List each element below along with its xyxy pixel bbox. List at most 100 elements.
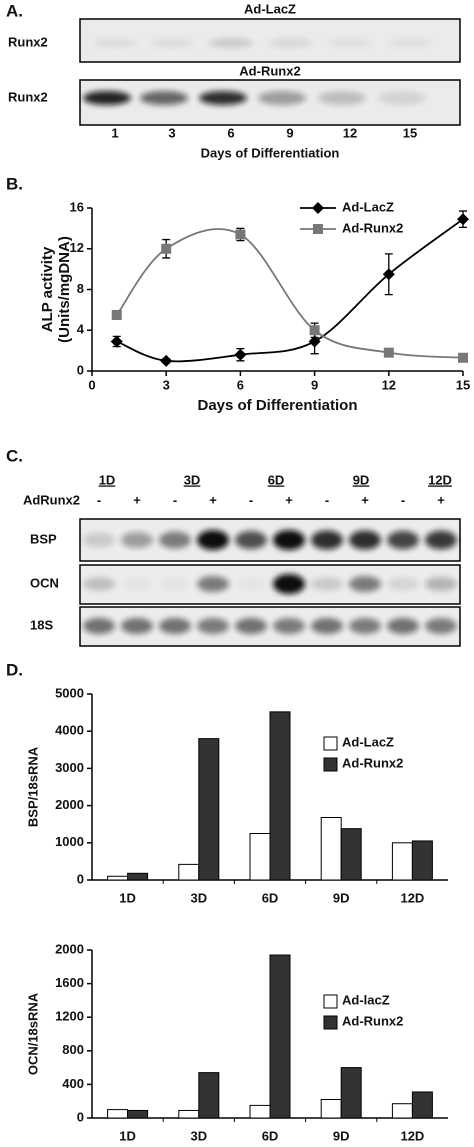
day-label: 1D bbox=[99, 472, 116, 487]
y-axis-title: ALP activity bbox=[39, 246, 56, 332]
marker bbox=[161, 243, 172, 254]
y-axis-title: OCN/18sRNA bbox=[25, 992, 40, 1075]
blot-band bbox=[378, 91, 426, 105]
legend-label: Ad-LacZ bbox=[342, 199, 394, 214]
bar bbox=[340, 828, 362, 881]
blot-band bbox=[425, 618, 457, 634]
blot-band bbox=[273, 574, 305, 594]
x-axis-title: Days of Differentiation bbox=[197, 397, 357, 414]
legend-label: Ad-Runx2 bbox=[342, 1013, 403, 1028]
blot-band bbox=[328, 38, 372, 48]
treatment-sign: - bbox=[401, 492, 405, 507]
panel-label: C. bbox=[6, 446, 23, 465]
blot-band bbox=[311, 530, 343, 550]
panel-label: D. bbox=[6, 660, 23, 679]
bar bbox=[107, 1109, 129, 1119]
blot-band bbox=[197, 530, 229, 550]
blot-band bbox=[150, 38, 194, 48]
blot-band bbox=[209, 38, 253, 48]
blot-band bbox=[349, 530, 381, 550]
blot-band bbox=[93, 38, 137, 48]
x-tick-label: 6D bbox=[262, 1128, 279, 1143]
legend-label: Ad-Runx2 bbox=[342, 220, 403, 235]
y-tick-label: 2000 bbox=[55, 797, 84, 812]
day-label: 12D bbox=[428, 472, 452, 487]
treatment-sign: + bbox=[361, 492, 369, 507]
lane-label: 9 bbox=[286, 125, 293, 140]
blot-band bbox=[159, 578, 191, 590]
x-tick-label: 1D bbox=[119, 1128, 136, 1143]
marker bbox=[235, 229, 246, 240]
blot-band bbox=[425, 530, 457, 550]
bar bbox=[249, 1104, 271, 1119]
treatment-sign: + bbox=[285, 492, 293, 507]
y-tick-label: 0 bbox=[77, 1109, 84, 1124]
marker bbox=[458, 352, 468, 363]
lane-label: 12 bbox=[343, 125, 357, 140]
x-tick-label: 1D bbox=[119, 890, 136, 905]
marker bbox=[110, 335, 123, 348]
lane-label: 3 bbox=[168, 125, 175, 140]
x-tick-label: 0 bbox=[88, 377, 95, 392]
blot-band bbox=[318, 91, 366, 105]
y-tick-label: 4 bbox=[77, 322, 85, 337]
y-tick-label: 8 bbox=[77, 281, 84, 296]
blot-band bbox=[258, 91, 306, 105]
marker bbox=[160, 354, 173, 367]
marker bbox=[308, 335, 321, 348]
blot-band bbox=[199, 91, 247, 105]
row-label: Runx2 bbox=[8, 89, 48, 104]
bar bbox=[411, 1091, 433, 1119]
y-tick-label: 2000 bbox=[55, 941, 84, 956]
bar bbox=[391, 842, 413, 881]
marker bbox=[312, 202, 324, 214]
marker bbox=[234, 348, 247, 361]
x-tick-label: 6D bbox=[262, 890, 279, 905]
treatment-sign: + bbox=[133, 492, 141, 507]
series-line bbox=[116, 218, 464, 363]
blot-band bbox=[349, 618, 381, 634]
blot-title: Ad-Runx2 bbox=[239, 63, 300, 78]
blot-band bbox=[121, 578, 153, 590]
blot-band bbox=[83, 532, 115, 548]
y-tick-label: 1600 bbox=[55, 975, 84, 990]
blot-band bbox=[197, 576, 229, 592]
y-tick-label: 4000 bbox=[55, 723, 84, 738]
blot-band bbox=[273, 530, 305, 550]
bar bbox=[320, 1099, 342, 1119]
x-tick-label: 9D bbox=[333, 890, 350, 905]
day-label: 3D bbox=[184, 472, 201, 487]
y-axis-title: (Units/mgDNA) bbox=[56, 236, 73, 343]
y-tick-label: 16 bbox=[70, 199, 84, 214]
blot-band bbox=[121, 531, 153, 549]
blot-band bbox=[159, 531, 191, 549]
y-tick-label: 12 bbox=[70, 240, 84, 255]
panel-label: B. bbox=[6, 174, 23, 193]
bar bbox=[269, 711, 291, 881]
x-tick-label: 6 bbox=[237, 377, 244, 392]
blot-band bbox=[388, 38, 432, 48]
x-tick-label: 12 bbox=[382, 377, 396, 392]
y-tick-label: 1000 bbox=[55, 834, 84, 849]
bar bbox=[269, 954, 291, 1119]
bar bbox=[178, 863, 200, 881]
lane-label: 15 bbox=[403, 125, 417, 140]
blot-band bbox=[140, 91, 188, 105]
bar bbox=[198, 1072, 220, 1119]
bar bbox=[127, 1109, 149, 1119]
legend-label: Ad-Runx2 bbox=[342, 755, 403, 770]
blot-band bbox=[387, 530, 419, 550]
treatment-sign: - bbox=[325, 492, 329, 507]
treatment-sign: + bbox=[209, 492, 217, 507]
row-label: Runx2 bbox=[8, 34, 48, 49]
marker bbox=[457, 213, 469, 226]
day-label: 9D bbox=[353, 472, 370, 487]
blot-band bbox=[121, 618, 153, 634]
blot-band bbox=[387, 577, 419, 591]
blot-title: Ad-LacZ bbox=[244, 1, 296, 16]
blot-band bbox=[235, 578, 267, 590]
marker bbox=[382, 268, 395, 281]
bar bbox=[178, 1109, 200, 1119]
y-tick-label: 1200 bbox=[55, 1009, 84, 1024]
